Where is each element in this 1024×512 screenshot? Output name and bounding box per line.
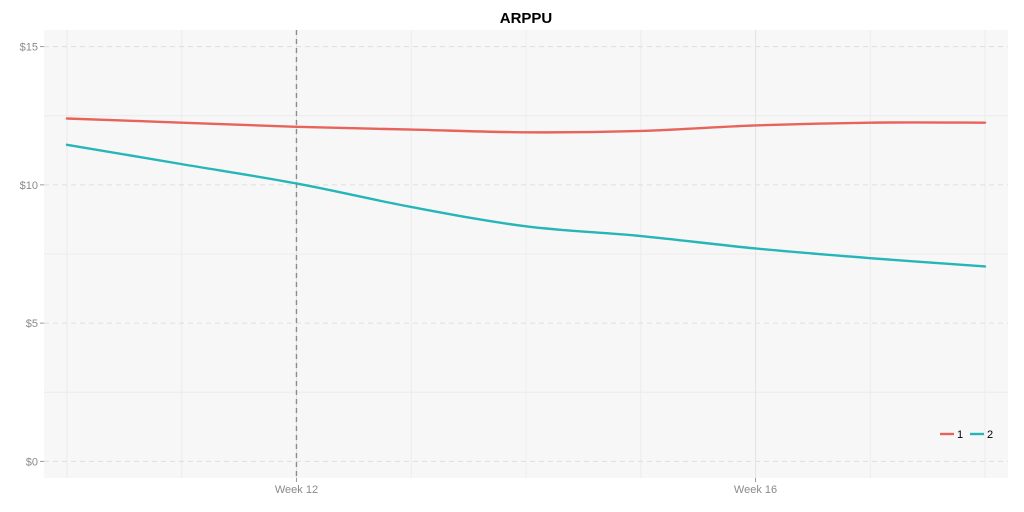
legend-label-2: 2: [987, 429, 993, 441]
y-tick-label: $10: [20, 180, 38, 192]
series-line-2: [65, 143, 987, 268]
x-tick-label: Week 12: [275, 484, 318, 496]
y-tick-label: $5: [26, 318, 38, 330]
series: [65, 117, 987, 268]
y-tick-label: $0: [26, 456, 38, 468]
axes: $0 $5 $10 $15 Week 12 Week 16: [20, 42, 777, 496]
series-line-1: [65, 117, 987, 134]
legend-label-1: 1: [957, 429, 963, 441]
chart-title: ARPPU: [500, 10, 553, 27]
x-tick-label: Week 16: [734, 484, 777, 496]
y-tick-label: $15: [20, 42, 38, 54]
